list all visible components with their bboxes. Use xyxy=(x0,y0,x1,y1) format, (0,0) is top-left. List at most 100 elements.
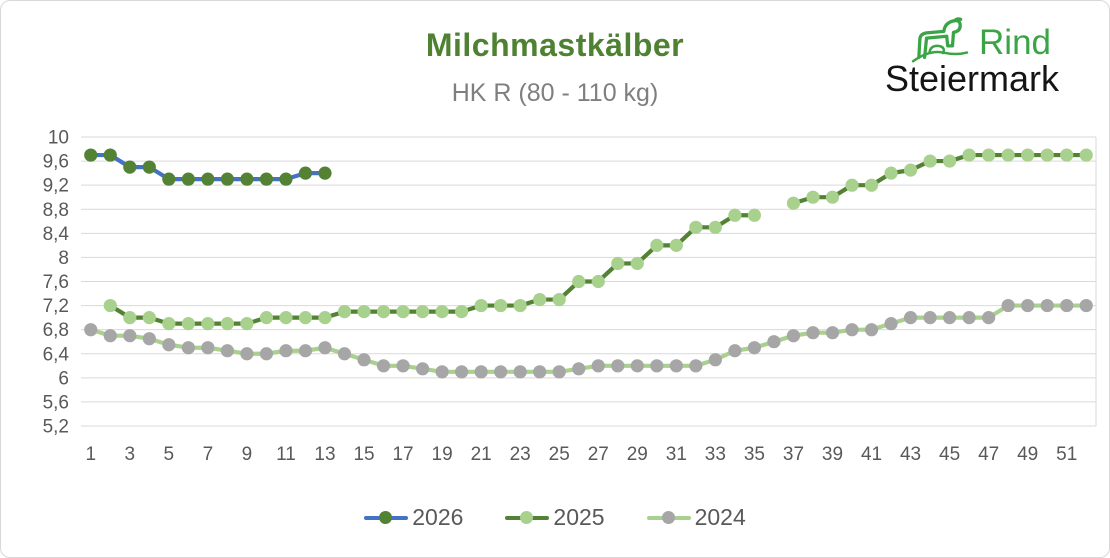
data-point-2025 xyxy=(494,298,508,313)
legend-swatch-2024-icon xyxy=(646,510,691,525)
x-tick-label: 27 xyxy=(588,444,609,465)
data-point-2025 xyxy=(864,178,879,192)
data-point-2025 xyxy=(220,317,234,331)
data-point-2025 xyxy=(572,274,586,289)
x-tick-label: 33 xyxy=(705,444,726,465)
x-tick-label: 45 xyxy=(939,444,960,465)
data-point-2025 xyxy=(123,311,137,325)
y-tick-label: 7,6 xyxy=(43,272,69,293)
data-point-2025 xyxy=(415,305,430,319)
data-point-2024 xyxy=(396,359,410,373)
y-tick-label: 5,6 xyxy=(43,392,69,413)
data-point-2025 xyxy=(747,208,762,222)
data-point-2026 xyxy=(142,160,156,174)
legend-label-2024: 2024 xyxy=(694,504,746,530)
y-axis-labels: 10 9,6 9,2 8,8 8,4 8 7,6 7,2 6,8 6,4 6 5,6 5,2 xyxy=(43,128,70,438)
y-tick-label: 9,6 xyxy=(43,152,69,173)
data-point-2024 xyxy=(669,359,683,373)
data-point-2026 xyxy=(220,172,234,186)
data-point-2025 xyxy=(982,148,996,162)
data-point-2025 xyxy=(1040,148,1054,162)
data-point-2026 xyxy=(259,172,274,186)
data-point-2024 xyxy=(923,311,937,325)
x-tick-label: 43 xyxy=(900,444,921,465)
series-2025 xyxy=(103,148,1093,331)
data-point-2024 xyxy=(357,353,371,367)
data-point-2024 xyxy=(455,365,469,379)
series-line-2025 xyxy=(108,213,757,326)
data-point-2024 xyxy=(435,365,449,379)
data-point-2025 xyxy=(845,178,859,192)
data-point-2025 xyxy=(396,305,410,319)
data-point-2024 xyxy=(240,347,254,361)
data-point-2025 xyxy=(513,298,527,313)
data-point-2024 xyxy=(220,344,234,358)
logo-text-rind: Rind xyxy=(979,22,1051,62)
data-point-2026 xyxy=(103,148,117,162)
data-point-2024 xyxy=(650,359,664,373)
data-point-2024 xyxy=(786,329,801,343)
data-point-2024 xyxy=(513,365,527,379)
chart-subtitle: HK R (80 - 110 kg) xyxy=(451,79,659,107)
data-point-2024 xyxy=(728,344,742,358)
x-tick-label: 49 xyxy=(1017,444,1038,465)
data-point-2024 xyxy=(1001,298,1015,313)
x-tick-label: 5 xyxy=(164,444,175,465)
data-point-2025 xyxy=(201,317,215,331)
data-point-2024 xyxy=(337,347,352,361)
data-point-2025 xyxy=(630,256,644,271)
rind-steiermark-logo: Rind Steiermark xyxy=(885,17,1059,97)
y-tick-label: 6,8 xyxy=(43,320,69,341)
data-point-2026 xyxy=(298,166,313,180)
series-line-2024 xyxy=(88,303,1089,374)
series-2026 xyxy=(84,148,332,186)
data-point-2024 xyxy=(611,359,625,373)
data-point-2024 xyxy=(884,317,898,331)
data-point-2024 xyxy=(181,341,195,355)
data-point-2025 xyxy=(240,317,254,331)
data-point-2026 xyxy=(123,160,137,174)
data-point-2025 xyxy=(337,305,352,319)
y-tick-label: 5,2 xyxy=(43,417,69,438)
data-point-2025 xyxy=(1001,148,1015,162)
x-tick-label: 31 xyxy=(666,444,687,465)
data-point-2026 xyxy=(84,148,98,162)
data-point-2024 xyxy=(376,359,391,373)
data-point-2024 xyxy=(767,335,781,349)
gridlines xyxy=(81,136,1097,427)
legend-label-2026: 2026 xyxy=(412,504,464,530)
data-point-2025 xyxy=(962,148,976,162)
data-point-2024 xyxy=(689,359,703,373)
x-tick-label: 17 xyxy=(392,444,413,465)
data-point-2025 xyxy=(611,256,625,271)
x-axis-labels: 1 3 5 7 9 11 13 15 17 19 21 23 25 27 29 31 33 35 37 39 41 43 4… xyxy=(85,444,1077,465)
data-point-2024 xyxy=(533,365,547,379)
x-tick-label: 13 xyxy=(314,444,335,465)
data-point-2025 xyxy=(259,311,274,325)
data-point-2025 xyxy=(806,190,820,204)
data-point-2024 xyxy=(415,362,430,376)
data-point-2025 xyxy=(435,305,449,319)
data-point-2026 xyxy=(240,172,254,186)
data-point-2024 xyxy=(1021,298,1035,313)
data-point-2025 xyxy=(825,190,840,204)
series-2024 xyxy=(84,298,1093,379)
legend-swatch-2026-icon xyxy=(364,510,409,525)
data-point-2024 xyxy=(825,326,840,340)
data-point-2025 xyxy=(903,163,918,177)
data-point-2025 xyxy=(943,154,957,168)
x-tick-label: 21 xyxy=(471,444,492,465)
data-point-2024 xyxy=(201,341,215,355)
y-tick-label: 7,2 xyxy=(43,296,69,317)
x-tick-label: 35 xyxy=(744,444,765,465)
data-point-2025 xyxy=(474,298,488,313)
data-point-2024 xyxy=(84,323,98,337)
data-point-2025 xyxy=(162,317,176,331)
logo-text-steiermark: Steiermark xyxy=(884,58,1059,99)
data-point-2024 xyxy=(943,311,957,325)
data-point-2024 xyxy=(962,311,976,325)
x-tick-label: 19 xyxy=(432,444,453,465)
data-point-2025 xyxy=(298,311,313,325)
series-line-2025 xyxy=(791,152,1089,206)
